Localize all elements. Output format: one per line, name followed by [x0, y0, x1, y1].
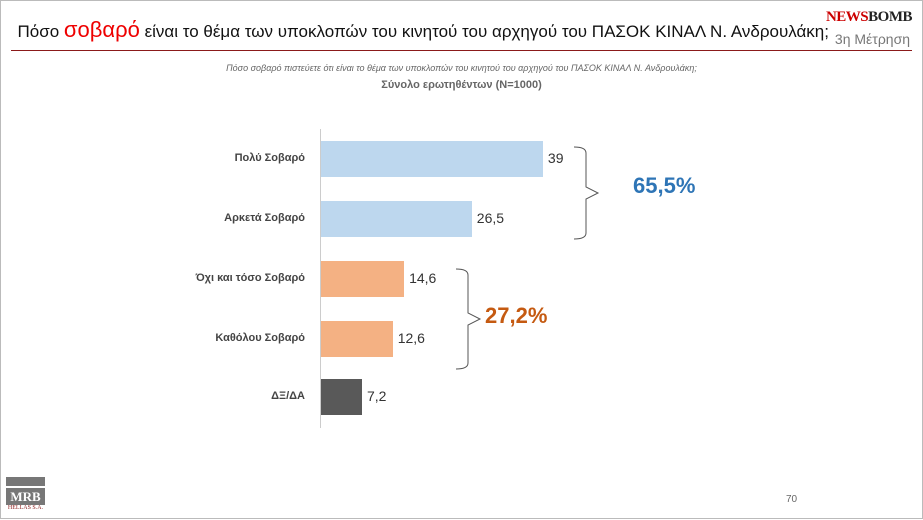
category-label: ΔΞ/ΔΑ: [271, 390, 305, 402]
chart-question: Πόσο σοβαρό πιστεύετε ότι είναι το θέμα …: [226, 63, 697, 73]
title-post: είναι το θέμα των υποκλοπών του κινητού …: [144, 22, 829, 41]
page-title: Πόσο σοβαρό είναι το θέμα των υποκλοπών …: [1, 17, 829, 43]
category-label: Όχι και τόσο Σοβαρό: [195, 272, 305, 284]
title-pre: Πόσο: [17, 22, 60, 41]
value-label: 12,6: [397, 330, 425, 346]
newsbomb-logo: NEWSBOMB: [825, 9, 913, 25]
category-label: Πολύ Σοβαρό: [234, 152, 305, 164]
category-label: Αρκετά Σοβαρό: [224, 212, 305, 224]
title-highlight: σοβαρό: [63, 17, 140, 42]
value-label: 26,5: [476, 210, 505, 226]
value-label: 39: [547, 150, 564, 166]
bracket-serious: [573, 146, 600, 240]
measurement-label: 3η Μέτρηση: [834, 31, 910, 47]
mrb-logo: MRB HELLAS S.A.: [6, 477, 45, 511]
bar: [321, 201, 472, 237]
group-total-serious: 65,5%: [633, 173, 696, 198]
bar: [321, 261, 405, 297]
group-total-not-serious: 27,2%: [485, 303, 548, 328]
bar: [321, 321, 393, 357]
title-divider: [11, 50, 912, 51]
bar: [321, 379, 362, 415]
chart-subtitle: Σύνολο ερωτηθέντων (N=1000): [381, 79, 542, 91]
value-label: 7,2: [366, 388, 387, 404]
bar: [321, 141, 543, 177]
page-number: 70: [786, 494, 798, 505]
bracket-not-serious: [455, 268, 482, 370]
value-label: 14,6: [409, 270, 437, 286]
category-label: Καθόλου Σοβαρό: [215, 332, 305, 344]
